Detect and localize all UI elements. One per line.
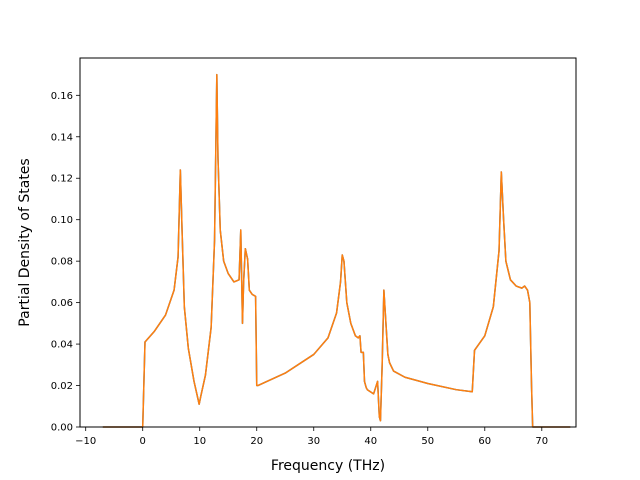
y-tick-label: 0.14 [51,132,73,143]
x-tick-label: −10 [75,436,96,447]
x-tick-label: 10 [193,436,206,447]
y-tick-label: 0.00 [51,423,73,434]
x-tick-label: 60 [478,436,491,447]
y-tick-label: 0.04 [51,340,73,351]
y-tick-label: 0.06 [51,298,73,309]
x-tick-label: 50 [421,436,434,447]
y-tick-label: 0.08 [51,257,73,268]
y-tick-label: 0.10 [51,215,73,226]
x-tick-label: 30 [307,436,320,447]
y-tick-label: 0.12 [51,174,73,185]
x-tick-label: 0 [140,436,146,447]
series-layer [102,73,571,428]
x-tick-label: 70 [535,436,548,447]
x-axis: −10 0 10 20 30 40 50 60 70 [75,427,548,447]
x-axis-label: Frequency (THz) [271,458,385,474]
x-tick-label: 20 [250,436,263,447]
axes-frame [79,57,577,428]
y-tick-label: 0.02 [51,381,73,392]
series-line-2 [102,73,571,428]
y-tick-label: 0.16 [51,91,73,102]
y-axis-label: Partial Density of States [17,158,33,326]
y-axis: 0.00 0.02 0.04 0.06 0.08 0.10 0.12 0.14 0.16 [51,91,80,434]
x-tick-label: 40 [364,436,377,447]
